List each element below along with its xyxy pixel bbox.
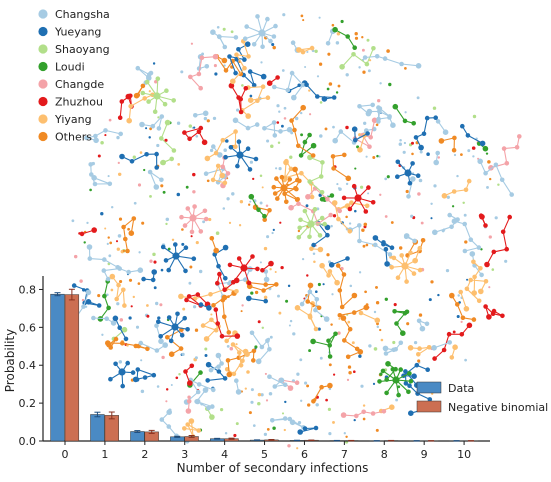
network-legend-item: Shaoyang: [38, 43, 110, 56]
legend-label: Others: [55, 131, 92, 144]
legend-label: Yiyang: [54, 113, 92, 126]
legend-marker: [38, 44, 48, 54]
x-tick-label: 10: [457, 448, 471, 461]
network-legend: Changsha Yueyang Shaoyang Loudi Changde Zhuzh…: [38, 8, 110, 144]
legend-marker: [38, 61, 48, 72]
chart-legend: Data Negative binomial: [416, 381, 548, 414]
legend-label: Negative binomial: [448, 401, 548, 414]
x-tick-label: 2: [141, 448, 148, 461]
network-legend-item: Yueyang: [38, 26, 101, 39]
network-legend-item: Yiyang: [38, 113, 92, 126]
y-tick-label: 0.8: [19, 283, 37, 296]
legend-label: Changsha: [55, 8, 110, 21]
x-tick-label: 7: [341, 448, 348, 461]
legend-swatch: [416, 381, 442, 394]
network-legend-item: Changsha: [38, 8, 110, 21]
network-legend-item: Others: [38, 131, 92, 144]
x-tick-label: 1: [101, 448, 108, 461]
x-tick-label: 6: [301, 448, 308, 461]
bar-negative-binomial: [64, 294, 80, 442]
x-tick-label: 4: [221, 448, 228, 461]
legend-marker: [38, 131, 48, 142]
secondary-infection-chart: 0.0 0.2 0.4 0.6 0.8 Probability 0 1 2 3 4 5 6 7 8 9 10 Nu…: [3, 276, 548, 475]
y-tick-label: 0.4: [19, 359, 37, 372]
x-tick-label: 5: [261, 448, 268, 461]
legend-label: Shaoyang: [55, 43, 110, 56]
chart-legend-item: Negative binomial: [416, 400, 548, 414]
y-tick-label: 0.2: [19, 397, 37, 410]
legend-label: Loudi: [55, 61, 85, 74]
y-tick-label: 0.6: [19, 321, 37, 334]
y-tick-label: 0.0: [19, 435, 37, 448]
legend-label: Changde: [55, 78, 104, 91]
legend-swatch: [416, 400, 442, 413]
x-tick-label: 9: [421, 448, 428, 461]
bar-data: [90, 414, 105, 442]
x-tick-label: 0: [62, 448, 69, 461]
legend-marker: [38, 96, 48, 107]
x-tick-label: 8: [381, 448, 388, 461]
legend-label: Zhuzhou: [55, 96, 103, 109]
chart-legend-item: Data: [416, 381, 474, 395]
x-tick-label: 3: [181, 448, 188, 461]
x-axis-label: Number of secondary infections: [177, 461, 369, 475]
legend-label: Yueyang: [54, 26, 101, 39]
y-axis-label: Probability: [3, 329, 17, 392]
network-legend-item: Changde: [38, 78, 104, 91]
legend-marker: [38, 114, 48, 124]
network-legend-item: Loudi: [38, 61, 85, 74]
bar-data: [50, 293, 65, 442]
network-legend-item: Zhuzhou: [38, 96, 103, 109]
legend-marker: [38, 79, 48, 89]
legend-label: Data: [448, 382, 474, 395]
legend-marker: [38, 26, 48, 37]
transmission-network: [71, 13, 522, 450]
legend-marker: [38, 9, 48, 19]
